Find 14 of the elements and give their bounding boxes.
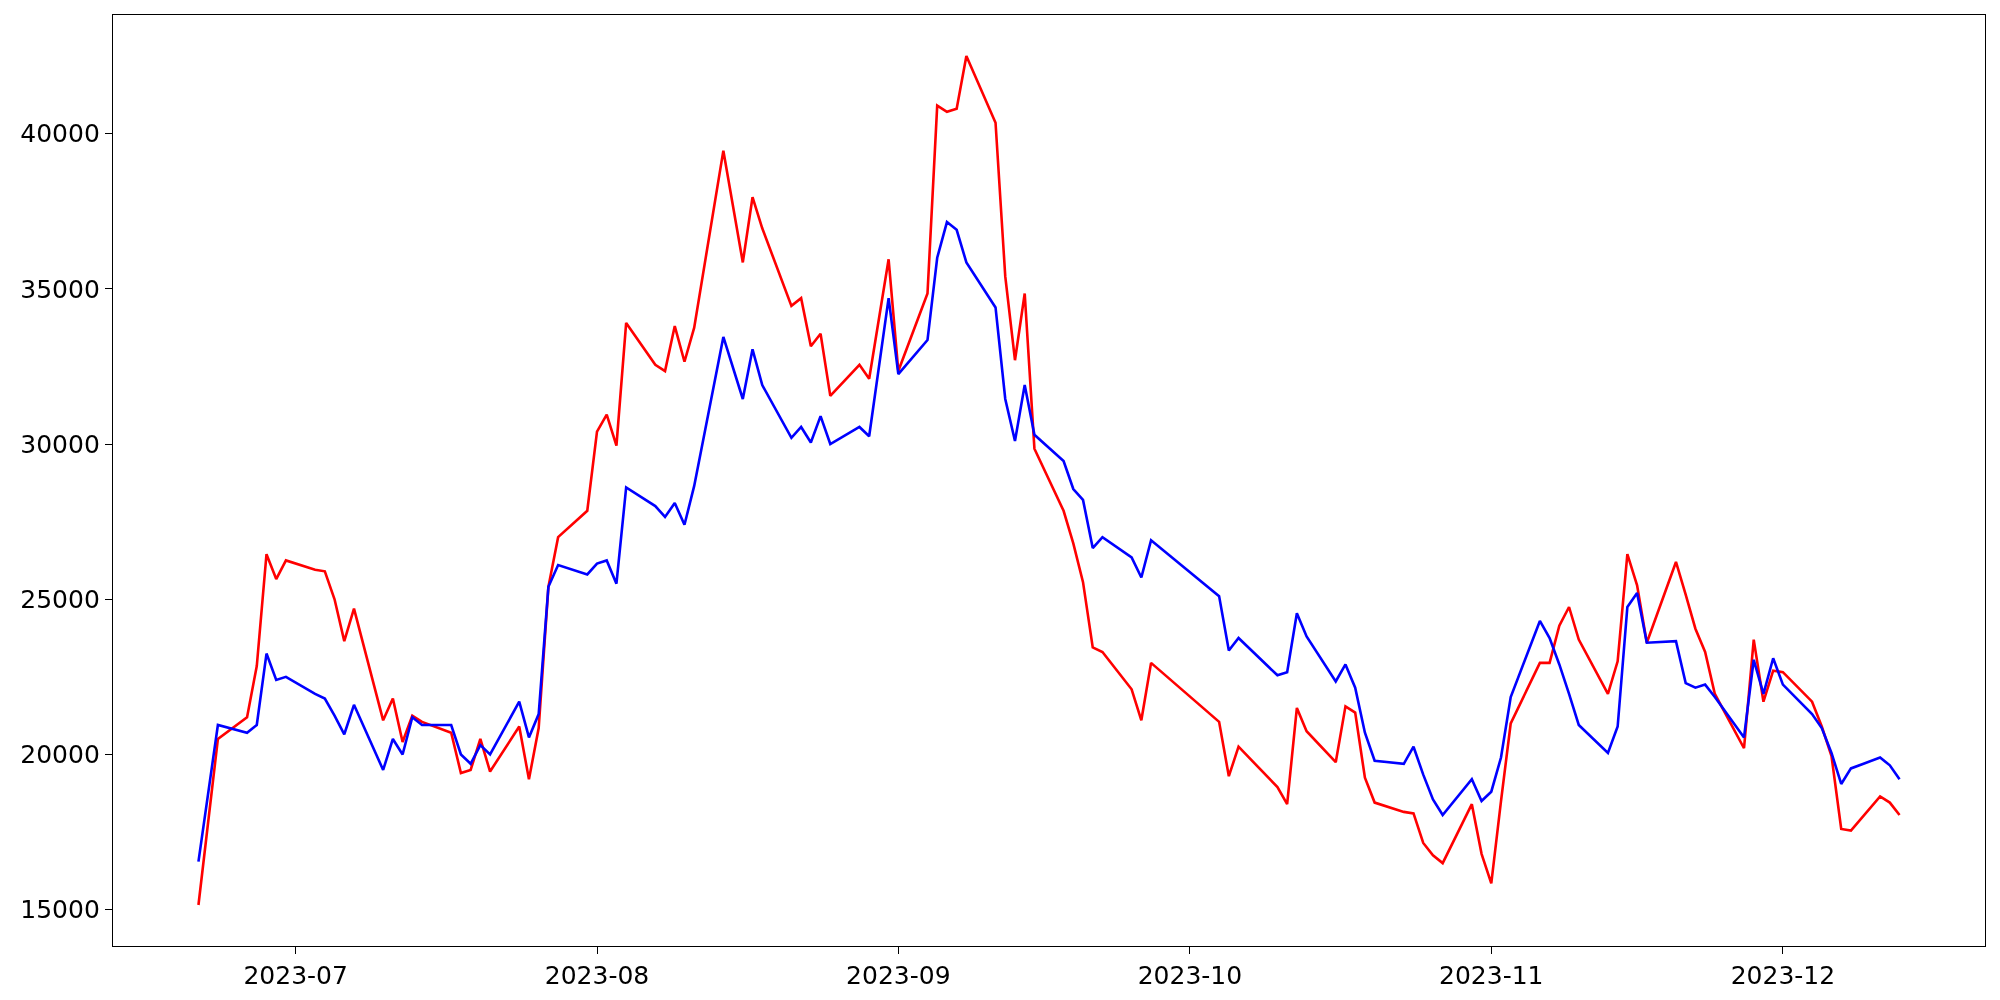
y-tick-label: 40000	[20, 119, 100, 149]
y-tick-label: 20000	[20, 740, 100, 770]
x-tick-label: 2023-10	[1137, 961, 1243, 991]
y-tick-label: 25000	[20, 584, 100, 614]
x-tick-label: 2023-09	[846, 961, 951, 991]
x-tick-label: 2023-07	[243, 961, 348, 991]
y-tick-label: 35000	[20, 274, 100, 304]
x-tick-label: 2023-12	[1730, 961, 1836, 991]
y-tick-label: 15000	[20, 895, 100, 925]
line-series	[197, 220, 1901, 863]
x-tick-label: 2023-11	[1439, 961, 1544, 991]
x-tick-label: 2023-08	[544, 961, 650, 991]
line-series	[197, 54, 1901, 907]
y-tick-label: 30000	[20, 429, 100, 459]
